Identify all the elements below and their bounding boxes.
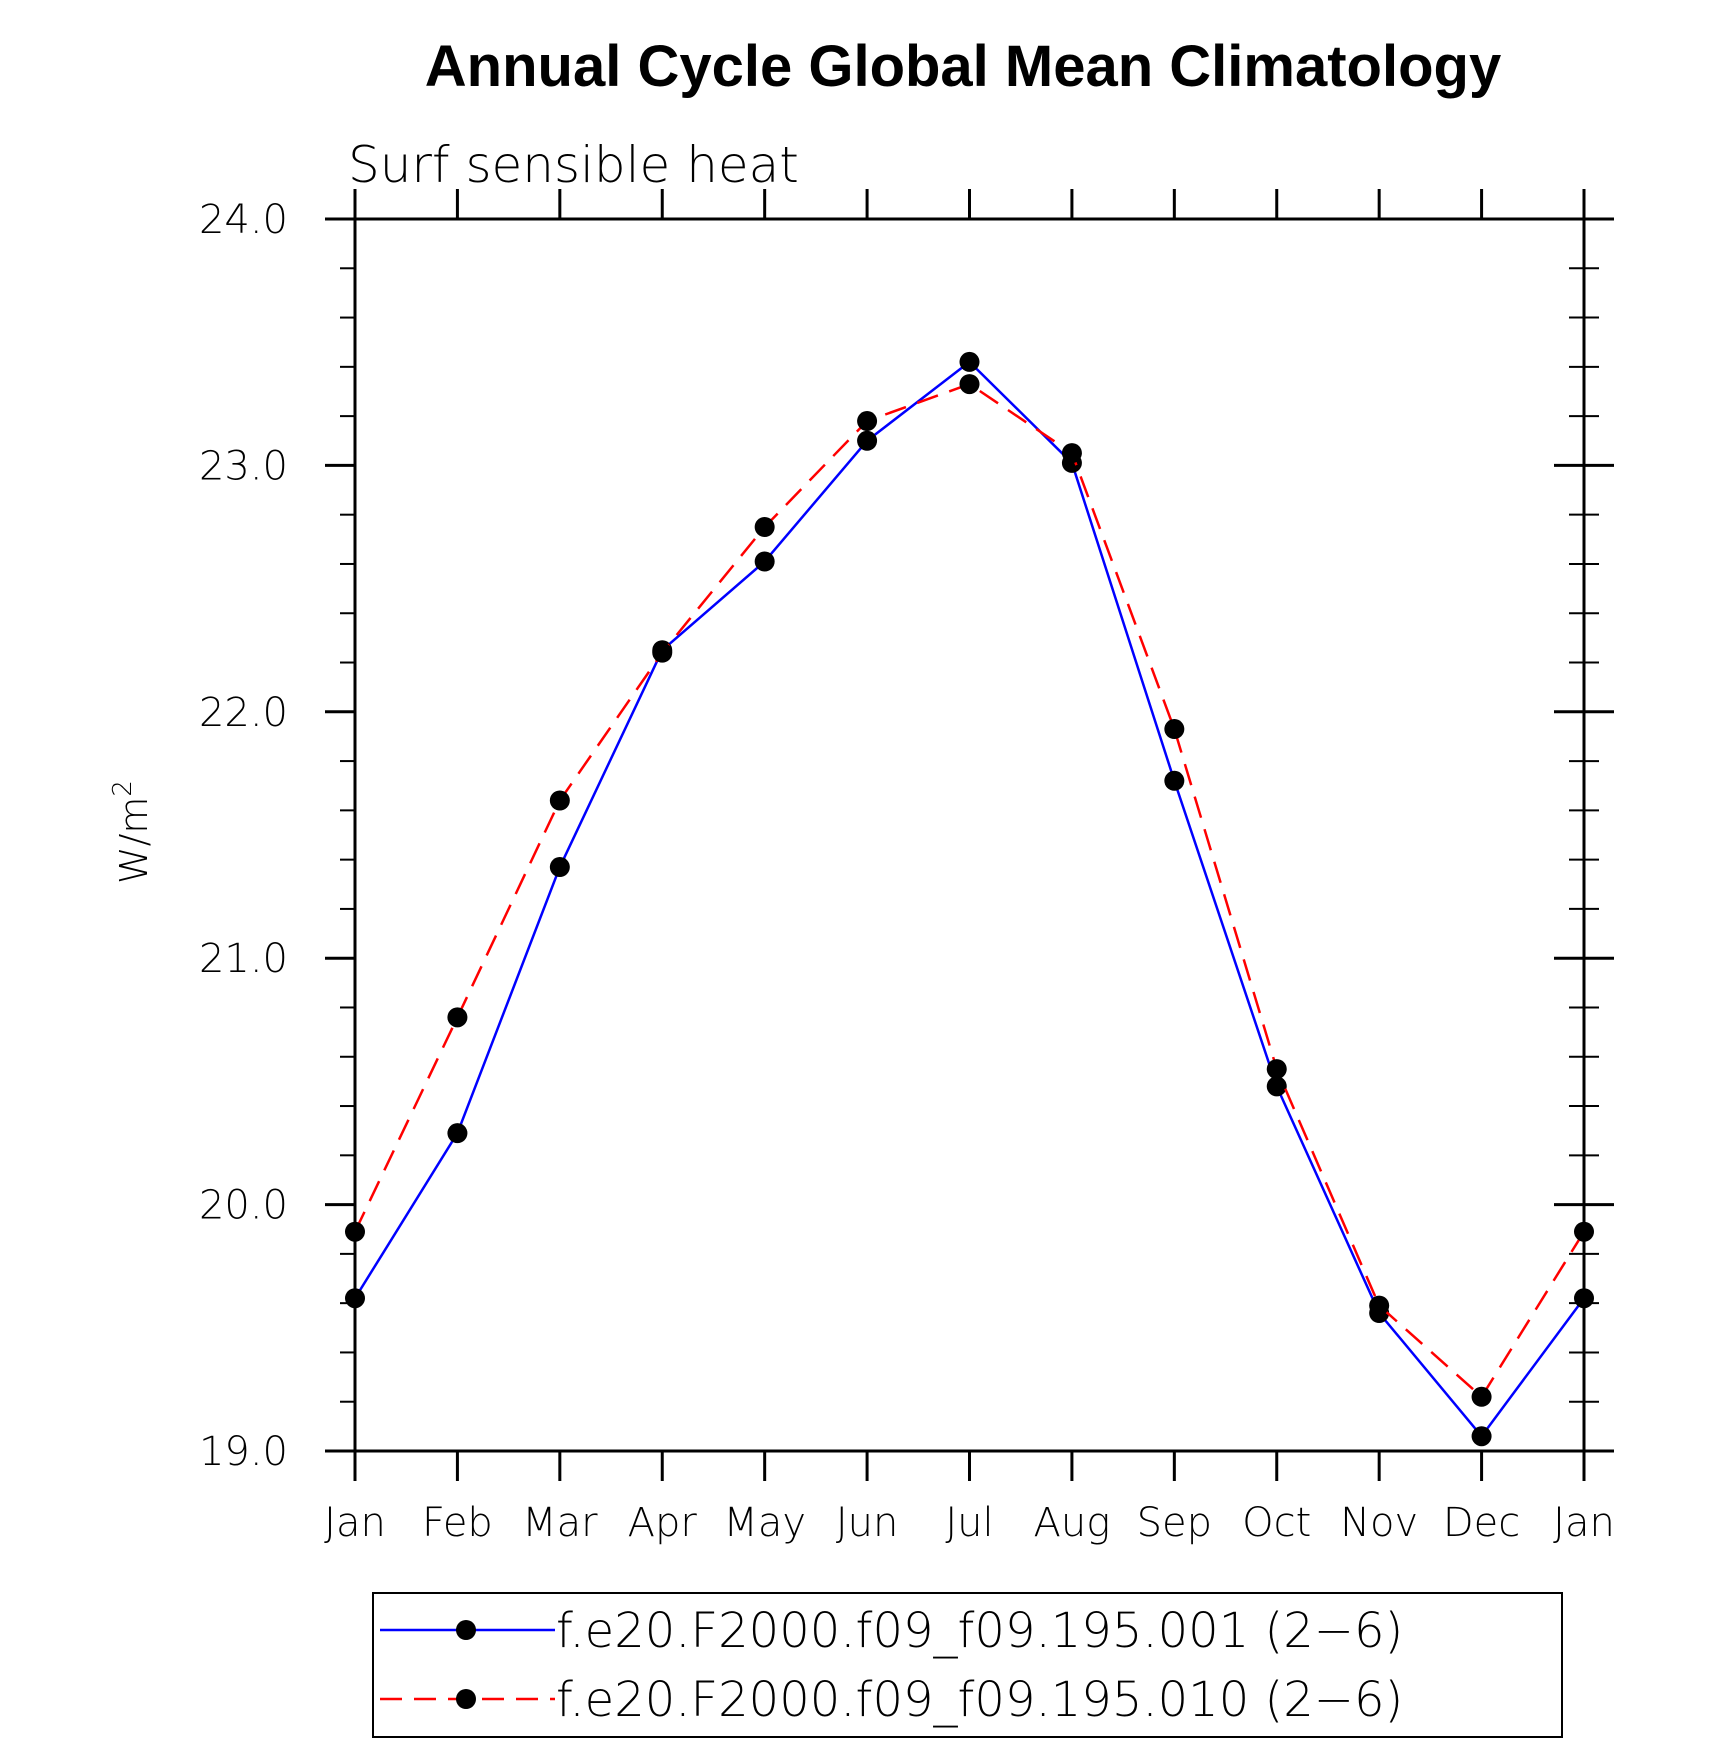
- series-1-point: [447, 1123, 468, 1144]
- series-2-point: [652, 642, 673, 663]
- series-2-point: [1574, 1221, 1594, 1242]
- x-tick-label: Aug: [1034, 1500, 1111, 1546]
- series-2-point: [447, 1007, 468, 1028]
- y-axis-label: W/m2: [108, 780, 156, 884]
- y-tick-label: 20.0: [199, 1183, 288, 1229]
- x-tick-label: Sep: [1137, 1500, 1212, 1546]
- series-2-point: [1164, 719, 1185, 740]
- series-group: [345, 351, 1594, 1447]
- y-tick-label: 22.0: [199, 690, 288, 736]
- series-1-point: [1164, 770, 1185, 791]
- legend: f.e20.F2000.f09_f09.195.001 (2−6) f.e20.F…: [380, 1603, 1403, 1728]
- series-1-point: [549, 857, 570, 878]
- chart-subtitle: Surf sensible heat: [348, 136, 799, 194]
- x-tick-label: Jun: [836, 1500, 899, 1546]
- x-tick-label: Jan: [324, 1500, 386, 1546]
- series-2-point: [857, 411, 878, 432]
- series-2-point: [549, 790, 570, 811]
- series-2-point: [959, 374, 980, 395]
- x-tick-label: Feb: [422, 1500, 493, 1546]
- x-tick-label: Jul: [945, 1500, 993, 1546]
- x-tick-label: Dec: [1443, 1500, 1520, 1546]
- x-tick-label: May: [723, 1500, 806, 1546]
- y-axis-label-unit: W/m: [112, 797, 156, 884]
- y-tick-label: 24.0: [199, 197, 288, 243]
- y-tick-label: 23.0: [199, 443, 288, 489]
- legend-marker-1: [456, 1620, 476, 1640]
- x-tick-label: Mar: [522, 1500, 598, 1546]
- legend-label-1: f.e20.F2000.f09_f09.195.001 (2−6): [556, 1603, 1403, 1659]
- y-tick-label: 21.0: [199, 936, 288, 982]
- series-1-point: [1266, 1076, 1287, 1097]
- series-2-point: [1471, 1386, 1492, 1407]
- axes-group: Jan Feb Mar Apr May Jun Jul Aug Sep Oct Nov Dec Jan 2…: [199, 189, 1615, 1546]
- legend-label-2: f.e20.F2000.f09_f09.195.010 (2−6): [556, 1672, 1403, 1728]
- series-1-point: [959, 351, 980, 372]
- series-line-1: [353, 360, 1586, 1438]
- series-2-point: [1369, 1295, 1390, 1316]
- series-1-point: [857, 430, 878, 451]
- x-tick-label: Apr: [628, 1500, 698, 1546]
- series-1-point: [1471, 1426, 1492, 1447]
- legend-box: [372, 1592, 1563, 1738]
- y-tick-label: 19.0: [199, 1429, 288, 1475]
- chart-title: Annual Cycle Global Mean Climatology: [425, 34, 1501, 99]
- x-tick-label: Jan: [1553, 1500, 1615, 1546]
- y-axis-label-superscript: 2: [108, 780, 138, 797]
- series-1-point: [345, 1288, 365, 1309]
- legend-marker-2: [456, 1689, 476, 1709]
- series-1-point: [754, 551, 775, 572]
- series-2-point: [754, 517, 775, 537]
- series-2-point: [1061, 443, 1082, 464]
- x-tick-label: Nov: [1340, 1500, 1418, 1546]
- series-line-2: [353, 382, 1586, 1399]
- series-1-point: [1574, 1288, 1594, 1309]
- x-tick-label: Oct: [1242, 1500, 1311, 1546]
- series-2-point: [345, 1221, 365, 1242]
- series-2-point: [1266, 1059, 1287, 1080]
- plot-frame: [353, 217, 1586, 1453]
